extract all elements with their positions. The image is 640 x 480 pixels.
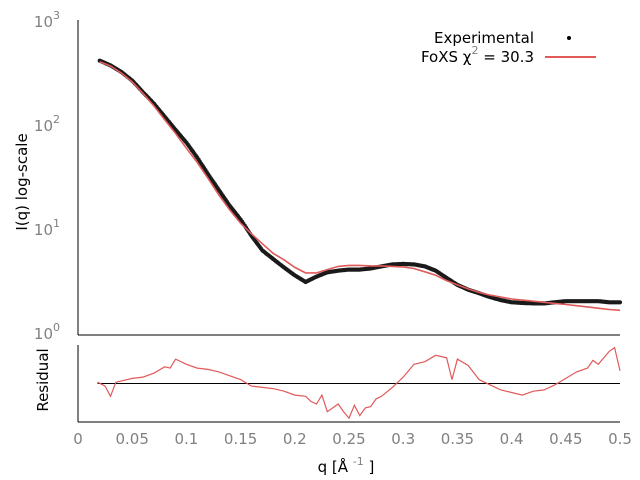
y-axis-label: I(q) log-scale <box>13 133 31 230</box>
x-tick-label: 0.05 <box>115 430 148 448</box>
x-tick-label: 0.15 <box>224 430 257 448</box>
x-tick-label: 0.35 <box>441 430 474 448</box>
y-tick-label: 100 <box>34 321 60 343</box>
legend-marker-experimental <box>567 36 571 40</box>
x-tick-label: 0.2 <box>283 430 307 448</box>
y-tick-label: 102 <box>34 113 60 135</box>
legend-label-experimental: Experimental <box>434 29 534 47</box>
main-y-ticks: 100 101 102 103 <box>34 9 60 343</box>
x-tick-label: 0.4 <box>500 430 524 448</box>
series-experimental <box>97 58 623 306</box>
x-tick-label: 0 <box>73 430 83 448</box>
series-residual <box>97 346 621 420</box>
series-foxs-fit <box>99 61 621 312</box>
residual-axis-label: Residual <box>34 348 52 411</box>
y-tick-label: 101 <box>34 217 60 239</box>
x-tick-label: 0.25 <box>332 430 365 448</box>
x-tick-label: 0.1 <box>174 430 198 448</box>
data-point <box>617 300 623 305</box>
x-tick-label: 0.3 <box>391 430 415 448</box>
legend-label-foxs: FoXS χ2 = 30.3 <box>421 44 534 66</box>
x-tick-label: 0.5 <box>608 430 632 448</box>
x-tick-labels: 0 0.05 0.1 0.15 0.2 0.25 0.3 0.35 0.4 0.45 0.5 <box>73 430 632 448</box>
x-axis-label: q [Å -1 ] <box>318 455 375 476</box>
residual-plot-frame <box>77 345 620 423</box>
x-tick-label: 0.45 <box>549 430 582 448</box>
residual-series-layer <box>97 346 621 420</box>
legend: Experimental FoXS χ2 = 30.3 <box>421 29 596 66</box>
y-tick-label: 103 <box>34 9 60 31</box>
main-series-layer <box>97 58 623 312</box>
main-plot-frame <box>77 20 620 336</box>
